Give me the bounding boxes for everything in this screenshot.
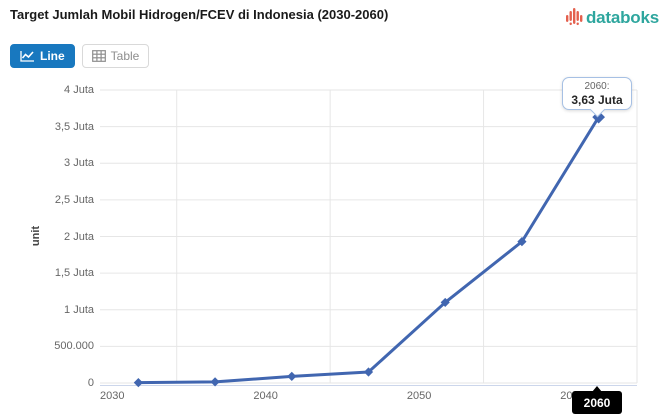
data-point-marker[interactable] (133, 378, 143, 388)
x-axis-tick-label: 2030 (100, 390, 125, 402)
table-view-label: Table (110, 49, 140, 63)
data-point-marker[interactable] (210, 377, 220, 387)
crosshair-label-text: 2060 (583, 395, 611, 410)
y-axis-tick-label: 2 Juta (64, 230, 94, 243)
table-view-button[interactable]: Table (81, 44, 150, 68)
y-axis-tick-label: 500.000 (54, 340, 94, 353)
y-axis-tick-label: 4 Juta (64, 84, 94, 96)
data-point-marker[interactable] (517, 237, 527, 247)
data-point-marker[interactable] (287, 371, 297, 382)
line-view-label: Line (40, 49, 65, 63)
databoks-bars-icon (565, 8, 583, 26)
line-chart-icon (20, 51, 34, 62)
databoks-wordmark: databoks (585, 8, 659, 27)
databoks-logo[interactable]: databoks (565, 7, 659, 29)
tooltip-value: 3,63 Juta (571, 93, 623, 107)
y-axis-tick-label: 0 (87, 377, 94, 389)
x-axis-tick-label: 2040 (253, 390, 278, 402)
y-axis-tick-label: 1 Juta (64, 303, 94, 316)
data-point-marker[interactable] (363, 367, 374, 377)
y-axis-tick-label: 3 Juta (64, 157, 94, 170)
line-view-button[interactable]: Line (10, 44, 75, 68)
x-axis-tick-label: 2050 (406, 390, 432, 402)
table-icon (91, 50, 106, 62)
y-axis-tick-label: 3,5 Juta (54, 120, 94, 133)
chart-title: Target Jumlah Mobil Hidrogen/FCEV di Ind… (10, 7, 389, 22)
y-axis-tick-label: 1,5 Juta (54, 267, 94, 280)
tooltip-year: 2060: (584, 81, 610, 92)
crosshair-label: 2060 (572, 386, 622, 414)
view-toggle: Line Table (10, 44, 150, 68)
series-line[interactable] (136, 115, 601, 385)
data-point-marker[interactable] (440, 297, 450, 308)
tooltip: 2060: 3,63 Juta (562, 77, 632, 118)
y-axis-tick-label: 2,5 Juta (54, 193, 94, 206)
crosshair-arrow-icon (592, 386, 602, 392)
